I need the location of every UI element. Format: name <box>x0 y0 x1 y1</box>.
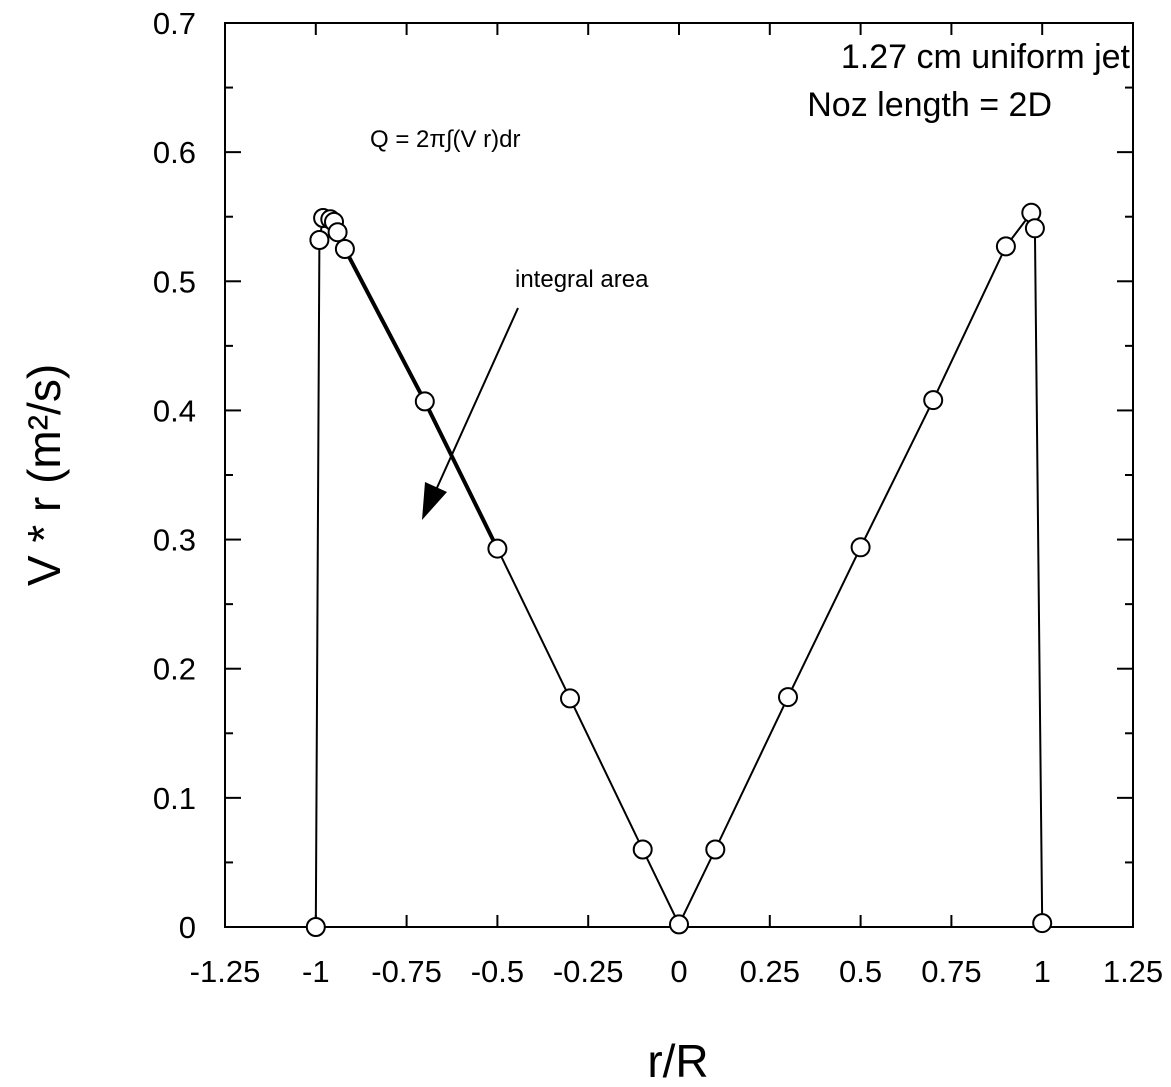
integral-area-edge <box>335 231 500 550</box>
formula-annotation: Q = 2π∫(V r)dr <box>370 126 521 153</box>
y-tick-label-3: 0.3 <box>153 523 196 558</box>
x-axis-ticks <box>314 23 1044 927</box>
data-point-18 <box>1024 218 1045 239</box>
arrow-head <box>422 482 447 520</box>
x-tick-label-10: 1.25 <box>1103 954 1163 989</box>
integral-area-edges <box>335 231 500 550</box>
data-point-13 <box>778 687 798 708</box>
series-line-group <box>314 210 1044 928</box>
integral-area-label: integral area <box>515 266 649 293</box>
y-tick-label-4: 0.4 <box>153 393 196 428</box>
legend-line-1: 1.27 cm uniform jet <box>841 38 1131 76</box>
x-tick-label-9: 1 <box>1034 954 1051 989</box>
y-tick-label-2: 0.2 <box>153 652 196 687</box>
arrow-shaft <box>435 307 519 491</box>
data-point-10 <box>632 839 653 860</box>
data-point-9 <box>560 688 580 709</box>
data-point-5 <box>327 222 348 243</box>
x-axis-tick-labels: -1.25 -1 -0.75 -0.5 -0.25 0 0.25 0.5 0.75 1 1.25 <box>190 954 1164 989</box>
annotation-arrow <box>422 307 519 520</box>
data-point-1 <box>309 230 330 250</box>
x-tick-label-2: -0.75 <box>371 954 442 989</box>
plot-frame <box>224 22 1134 928</box>
data-point-8 <box>487 538 508 559</box>
data-point-6 <box>334 239 355 259</box>
y-axis-tick-labels: 0 0.1 0.2 0.3 0.4 0.5 0.6 0.7 <box>153 6 196 945</box>
x-tick-label-0: -1.25 <box>190 954 261 989</box>
series-line <box>314 210 1044 928</box>
y-tick-label-0: 0 <box>179 910 196 945</box>
y-tick-label-5: 0.5 <box>153 264 196 299</box>
y-axis-ticks <box>225 86 1133 864</box>
data-point-15 <box>923 390 944 411</box>
data-point-14 <box>850 537 871 558</box>
data-point-16 <box>995 236 1016 257</box>
data-point-0 <box>305 917 326 937</box>
series-points-group <box>305 202 1053 937</box>
data-point-7 <box>414 391 435 412</box>
y-tick-label-1: 0.1 <box>153 781 196 816</box>
x-tick-label-6: 0.25 <box>740 954 800 989</box>
data-point-19 <box>1032 913 1053 934</box>
x-tick-label-7: 0.5 <box>839 954 882 989</box>
x-tick-label-5: 0 <box>670 954 687 989</box>
legend-line-2: Noz length = 2D <box>807 86 1052 124</box>
y-axis-title: V * r (m²/s) <box>18 364 70 586</box>
x-axis-title: r/R <box>647 1035 708 1087</box>
data-point-12 <box>705 839 726 860</box>
y-tick-label-6: 0.6 <box>153 135 196 170</box>
x-tick-label-8: 0.75 <box>921 954 981 989</box>
x-tick-label-1: -1 <box>302 954 330 989</box>
x-tick-label-4: -0.25 <box>553 954 624 989</box>
x-tick-label-3: -0.5 <box>471 954 524 989</box>
y-tick-label-7: 0.7 <box>153 6 196 41</box>
data-point-11 <box>669 914 689 935</box>
